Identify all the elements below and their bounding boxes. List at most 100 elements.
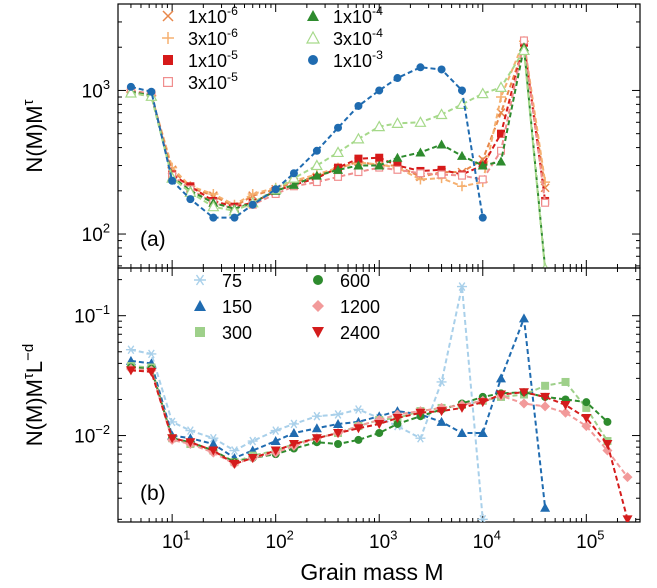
data-point bbox=[229, 446, 240, 455]
data-point bbox=[125, 345, 136, 355]
data-point bbox=[334, 123, 343, 132]
data-point bbox=[125, 366, 136, 376]
legend: 75 150 300 600 1200 2400 bbox=[194, 271, 380, 343]
x-axis-label: Grain mass M bbox=[300, 559, 443, 585]
data-point bbox=[208, 433, 219, 443]
data-point bbox=[230, 213, 239, 222]
data-point bbox=[186, 195, 195, 204]
series-line bbox=[130, 42, 547, 208]
legend-entry: 2400 bbox=[312, 323, 380, 343]
data-point bbox=[437, 65, 446, 74]
x-tick-label: 102 bbox=[266, 527, 294, 553]
data-point bbox=[375, 153, 384, 162]
data-point bbox=[436, 139, 447, 149]
data-point bbox=[436, 416, 447, 426]
legend-entry: 75 bbox=[194, 271, 242, 291]
legend-marker bbox=[163, 55, 173, 65]
data-point bbox=[393, 161, 402, 170]
legend-marker bbox=[313, 275, 323, 285]
panel-label: (a) bbox=[140, 228, 166, 251]
data-point bbox=[494, 81, 508, 93]
data-point bbox=[518, 313, 529, 323]
data-point bbox=[311, 411, 322, 421]
data-point bbox=[288, 428, 299, 438]
data-point bbox=[457, 86, 466, 95]
data-point bbox=[436, 407, 447, 417]
legend-label: 1200 bbox=[340, 297, 380, 317]
data-point bbox=[352, 132, 365, 144]
legend-entry: 1x10-5 bbox=[163, 48, 238, 71]
legend-label: 1x10-3 bbox=[333, 48, 383, 71]
legend-label: 3x10-4 bbox=[333, 26, 383, 49]
data-point bbox=[311, 434, 322, 444]
legend-marker bbox=[194, 274, 206, 286]
data-point bbox=[415, 433, 426, 443]
data-point bbox=[332, 146, 345, 158]
legend-entry: 1200 bbox=[312, 297, 380, 317]
data-point bbox=[126, 82, 135, 91]
legend-entry: 1x10-4 bbox=[307, 4, 383, 27]
data-point bbox=[354, 435, 363, 444]
data-point bbox=[288, 419, 299, 429]
data-point bbox=[334, 440, 343, 449]
legend-label: 3x10-6 bbox=[188, 26, 238, 49]
legend-marker bbox=[308, 55, 318, 65]
x-tick-label: 101 bbox=[162, 527, 190, 553]
data-point bbox=[477, 428, 488, 438]
data-point bbox=[270, 426, 281, 435]
data-point bbox=[582, 403, 591, 412]
panel-b: 10−2 10−1 101 102 103 104 105 N(M)MτL−d (b) 75 150… bbox=[20, 267, 641, 553]
data-point bbox=[354, 101, 363, 110]
data-point bbox=[622, 472, 633, 483]
data-point bbox=[374, 419, 385, 429]
data-point bbox=[374, 160, 385, 170]
data-point bbox=[416, 169, 425, 178]
data-point bbox=[288, 179, 299, 189]
y-axis-label: N(M)Mτ bbox=[20, 99, 47, 172]
x-tick-label: 104 bbox=[473, 527, 501, 553]
data-point bbox=[540, 401, 551, 412]
panel-a: 102103N(M)Mτ(a)1x10-63x10-61x10-53x10-51… bbox=[20, 3, 641, 269]
legend-marker bbox=[312, 327, 324, 338]
data-point bbox=[602, 440, 613, 450]
data-point bbox=[311, 423, 322, 433]
data-point bbox=[435, 108, 448, 120]
data-point bbox=[247, 436, 258, 446]
data-point bbox=[415, 147, 426, 157]
data-point bbox=[247, 453, 258, 463]
data-point bbox=[270, 436, 281, 446]
legend-marker bbox=[194, 300, 206, 311]
data-point bbox=[496, 156, 507, 166]
data-point bbox=[414, 116, 427, 127]
legend-label: 75 bbox=[222, 271, 242, 291]
data-point bbox=[229, 459, 240, 469]
data-point bbox=[497, 129, 506, 138]
y-axis-label: N(M)MτL−d bbox=[20, 344, 47, 447]
data-point bbox=[333, 429, 344, 439]
legend-label: 300 bbox=[222, 323, 252, 343]
series-line bbox=[130, 47, 547, 268]
data-point bbox=[392, 152, 403, 162]
data-point bbox=[456, 403, 467, 413]
data-point bbox=[437, 170, 446, 179]
legend-marker bbox=[305, 30, 321, 44]
data-point bbox=[124, 86, 137, 98]
data-point bbox=[353, 405, 364, 414]
data-point bbox=[375, 429, 384, 438]
data-point bbox=[457, 171, 466, 180]
legend-entry: 300 bbox=[195, 323, 252, 343]
data-point bbox=[393, 419, 402, 428]
legend-label: 1x10-5 bbox=[188, 48, 238, 71]
data-point bbox=[310, 159, 323, 171]
series-area bbox=[125, 282, 633, 522]
legend-label: 150 bbox=[222, 297, 252, 317]
data-point bbox=[496, 373, 507, 383]
data-point bbox=[582, 398, 591, 407]
legend-marker bbox=[162, 10, 174, 22]
data-point bbox=[185, 438, 196, 448]
data-point bbox=[456, 282, 467, 291]
data-point bbox=[581, 421, 592, 432]
data-point bbox=[415, 408, 426, 418]
